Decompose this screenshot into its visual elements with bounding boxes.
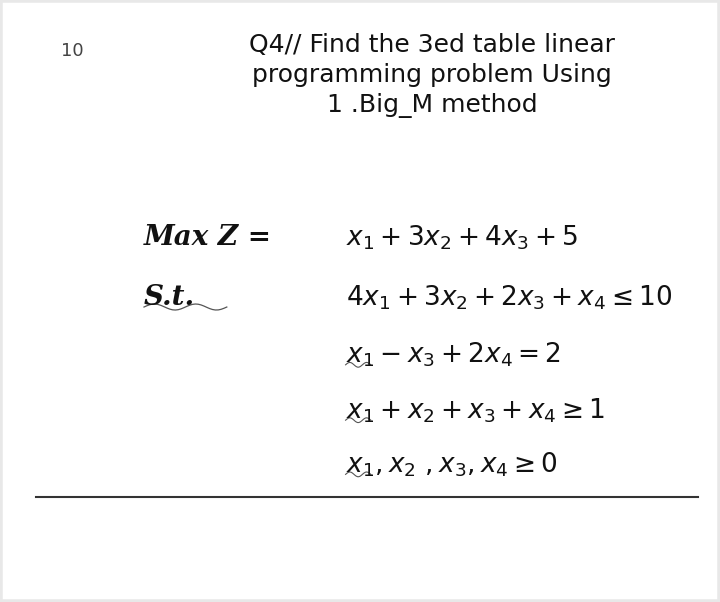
Text: $x_1 + 3x_2 + 4x_3 + 5$: $x_1 + 3x_2 + 4x_3 + 5$ (346, 223, 577, 252)
Text: programming problem Using: programming problem Using (252, 63, 612, 87)
Text: $4x_1 + 3x_2 + 2x_3 + x_4 \leq 10$: $4x_1 + 3x_2 + 2x_3 + x_4 \leq 10$ (346, 284, 672, 312)
Text: Q4// Find the 3ed table linear: Q4// Find the 3ed table linear (249, 33, 615, 57)
Text: 1 .Big_M method: 1 .Big_M method (327, 93, 537, 118)
Text: 10: 10 (60, 42, 84, 60)
Text: S.t.: S.t. (144, 285, 195, 311)
Text: $x_1, x_2\ , x_3, x_4 \geq 0$: $x_1, x_2\ , x_3, x_4 \geq 0$ (346, 450, 557, 479)
Text: Max Z =: Max Z = (144, 225, 272, 251)
Text: $x_1 - x_3 + 2x_4 = 2$: $x_1 - x_3 + 2x_4 = 2$ (346, 341, 561, 370)
Text: $x_1 + x_2 + x_3 + x_4 \geq 1$: $x_1 + x_2 + x_3 + x_4 \geq 1$ (346, 396, 605, 425)
